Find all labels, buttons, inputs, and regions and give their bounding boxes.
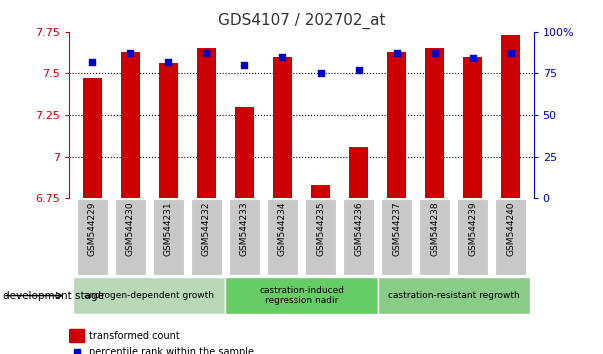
Bar	[463, 57, 482, 198]
Text: androgen-dependent growth: androgen-dependent growth	[84, 291, 214, 300]
FancyBboxPatch shape	[377, 277, 530, 314]
Bar	[425, 48, 444, 198]
Text: castration-induced
regression nadir: castration-induced regression nadir	[259, 286, 344, 305]
Bar	[235, 107, 254, 198]
Bar	[311, 185, 330, 198]
FancyBboxPatch shape	[191, 199, 222, 275]
FancyBboxPatch shape	[419, 199, 450, 275]
Text: GSM544230: GSM544230	[126, 201, 134, 256]
FancyBboxPatch shape	[229, 199, 260, 275]
FancyBboxPatch shape	[267, 199, 298, 275]
Text: GSM544229: GSM544229	[87, 201, 96, 256]
Text: development stage: development stage	[3, 291, 104, 301]
Text: GSM544235: GSM544235	[316, 201, 325, 256]
Bar	[501, 35, 520, 198]
Point	[125, 51, 135, 56]
Point	[201, 51, 211, 56]
Bar	[349, 147, 368, 198]
Text: percentile rank within the sample: percentile rank within the sample	[89, 347, 254, 354]
Point	[239, 62, 249, 68]
Text: GSM544237: GSM544237	[392, 201, 401, 256]
Point	[354, 67, 364, 73]
FancyBboxPatch shape	[115, 199, 146, 275]
Title: GDS4107 / 202702_at: GDS4107 / 202702_at	[218, 13, 385, 29]
Point	[163, 59, 173, 65]
FancyBboxPatch shape	[226, 277, 377, 314]
Bar	[121, 52, 140, 198]
Text: GSM544234: GSM544234	[278, 201, 287, 256]
Text: transformed count: transformed count	[89, 331, 180, 341]
Point	[392, 51, 402, 56]
Text: GSM544238: GSM544238	[430, 201, 439, 256]
Point	[430, 51, 440, 56]
FancyBboxPatch shape	[77, 199, 108, 275]
Text: GSM544240: GSM544240	[507, 201, 516, 256]
Bar	[273, 57, 292, 198]
FancyBboxPatch shape	[381, 199, 412, 275]
FancyBboxPatch shape	[73, 277, 226, 314]
Point	[87, 59, 97, 65]
Text: GSM544233: GSM544233	[240, 201, 249, 256]
Bar	[197, 48, 216, 198]
Bar	[83, 79, 102, 198]
FancyBboxPatch shape	[495, 199, 526, 275]
FancyBboxPatch shape	[343, 199, 374, 275]
Text: GSM544231: GSM544231	[164, 201, 173, 256]
Text: GSM544239: GSM544239	[469, 201, 477, 256]
Text: GSM544232: GSM544232	[202, 201, 211, 256]
Text: GSM544236: GSM544236	[354, 201, 363, 256]
FancyBboxPatch shape	[457, 199, 488, 275]
Point	[277, 54, 287, 60]
FancyBboxPatch shape	[305, 199, 336, 275]
Bar	[387, 52, 406, 198]
Text: castration-resistant regrowth: castration-resistant regrowth	[388, 291, 520, 300]
FancyBboxPatch shape	[153, 199, 184, 275]
Bar	[69, 329, 84, 342]
Point	[506, 51, 516, 56]
Point	[316, 71, 326, 76]
Bar	[159, 63, 178, 198]
Point	[468, 56, 478, 61]
